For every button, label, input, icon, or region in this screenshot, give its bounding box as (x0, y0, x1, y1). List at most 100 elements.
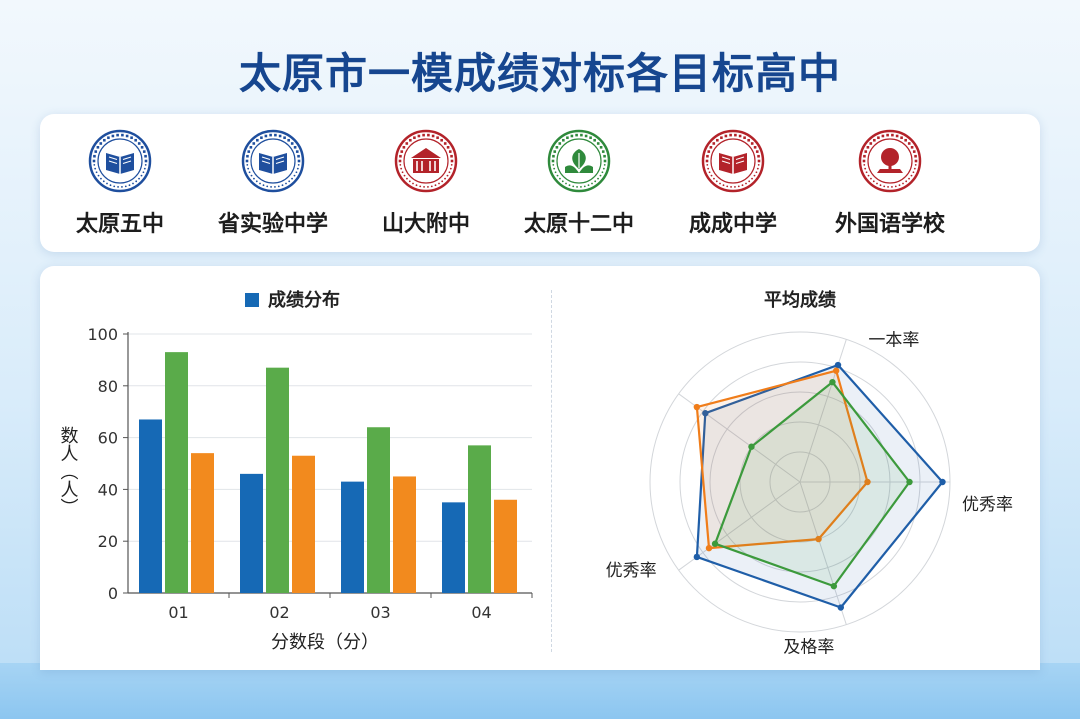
emblem-lettering-dot (402, 146, 406, 149)
emblem-lettering-dot (124, 185, 127, 188)
bar (367, 427, 390, 593)
emblem-lettering-dot (249, 146, 253, 149)
school-item: 省实验中学 (193, 114, 353, 252)
emblem-lettering-dot (873, 138, 876, 142)
emblem-lettering-dot (121, 133, 124, 137)
emblem-lettering-dot (295, 150, 299, 153)
x-tick-label: 03 (370, 603, 390, 622)
emblem-lettering-dot (594, 180, 597, 183)
emblem-lettering-dot (297, 154, 300, 158)
emblem-lettering-dot (869, 142, 873, 145)
emblem-lettering-dot (603, 154, 606, 158)
emblem-lettering-dot (422, 133, 425, 137)
emblem-lettering-dot (246, 160, 248, 162)
y-tick-label: 60 (98, 429, 118, 448)
emblem-lettering-dot (908, 177, 910, 180)
emblem-lettering-dot (441, 180, 444, 183)
school-item: 成成中学 (653, 114, 813, 252)
emblem-lettering-dot (722, 184, 725, 187)
emblem-lettering-dot (753, 174, 756, 177)
emblem-lettering-dot (599, 174, 602, 177)
emblem-lettering-dot (587, 184, 590, 187)
emblem-lettering-dot (100, 177, 102, 180)
book-emblem-icon (259, 153, 287, 174)
emblem-lettering-dot (565, 182, 567, 185)
emblem-lettering-dot (601, 150, 605, 153)
emblem-lettering-dot (757, 163, 760, 166)
emblem-lettering-dot (734, 133, 737, 137)
emblem-lettering-dot (866, 146, 870, 149)
emblem-lettering-dot (755, 171, 758, 174)
school-name: 省实验中学 (217, 212, 328, 237)
building-emblem-icon (411, 148, 441, 173)
emblem-lettering-dot (597, 177, 599, 180)
bar (266, 367, 289, 593)
emblem-lettering-dot (293, 174, 296, 177)
bar (292, 455, 315, 593)
emblem-lettering-dot (142, 150, 146, 153)
emblem-lettering-dot (715, 180, 718, 183)
bar (139, 419, 162, 593)
emblem-lettering-dot (912, 171, 915, 174)
y-tick-label: 40 (98, 480, 118, 499)
emblem-lettering-dot (863, 163, 866, 166)
emblem-lettering-dot (706, 163, 709, 166)
emblem-lettering-dot (741, 184, 744, 187)
emblem-lettering-dot (409, 138, 412, 142)
emblem-lettering-dot (256, 138, 259, 142)
bar-chart: 成绩分布 0 20 40 60 80 100 01 02 03 04 分数段（分） 数人（人） (58, 289, 533, 653)
emblem-lettering-dot (94, 150, 98, 153)
radar-point (693, 553, 701, 561)
emblem-lettering-dot (883, 185, 886, 188)
emblem-lettering-dot (603, 163, 606, 166)
emblem-lettering-dot (250, 174, 253, 177)
x-tick-label: 01 (168, 603, 188, 622)
emblem-lettering-dot (591, 182, 593, 185)
emblem-lettering-dot (438, 182, 440, 185)
emblem-lettering-dot (144, 154, 147, 158)
emblem-lettering-dot (720, 136, 723, 140)
book-emblem-icon (719, 153, 747, 174)
emblem-lettering-dot (400, 150, 404, 153)
emblem-lettering-dot (399, 163, 402, 166)
emblem-lettering-dot (904, 138, 907, 142)
emblem-lettering-dot (753, 146, 757, 149)
emblem-lettering-dot (757, 154, 760, 158)
emblem-lettering-dot (870, 177, 872, 180)
emblem-lettering-dot (910, 146, 914, 149)
emblem-lettering-dot (747, 138, 750, 142)
emblem-lettering-dot (887, 186, 889, 188)
emblem-lettering-dot (446, 174, 449, 177)
emblem-lettering-dot (864, 150, 868, 153)
emblem-lettering-dot (288, 180, 291, 183)
radar-axis-label: 一本率 (868, 330, 919, 350)
emblem-lettering-dot (758, 160, 760, 162)
emblem-lettering-dot (436, 136, 439, 140)
emblem-lettering-dot (894, 185, 897, 188)
emblem-lettering-dot (719, 182, 721, 185)
emblem-lettering-dot (448, 150, 452, 153)
emblem-lettering-dot (713, 177, 715, 180)
emblem-lettering-dot (295, 171, 298, 174)
emblem-lettering-dot (738, 134, 742, 138)
radar-point (906, 478, 913, 486)
emblem-lettering-dot (450, 154, 453, 158)
radar-point (939, 478, 946, 486)
emblem-lettering-dot (710, 174, 713, 177)
emblem-lettering-dot (905, 180, 908, 183)
school-logo-icon (701, 129, 765, 193)
emblem-lettering-dot (399, 160, 401, 162)
bottom-band (0, 663, 1080, 719)
emblem-lettering-dot (448, 171, 451, 174)
emblem-lettering-dot (297, 163, 300, 166)
school-logo-icon (547, 129, 611, 193)
emblem-lettering-dot (427, 186, 429, 188)
emblem-lettering-dot (296, 167, 299, 170)
emblem-lettering-dot (886, 133, 889, 137)
radar-point (830, 582, 838, 590)
emblem-lettering-dot (707, 150, 711, 153)
emblem-lettering-dot (913, 167, 916, 170)
emblem-lettering-dot (97, 174, 100, 177)
y-tick-label: 80 (98, 377, 118, 396)
